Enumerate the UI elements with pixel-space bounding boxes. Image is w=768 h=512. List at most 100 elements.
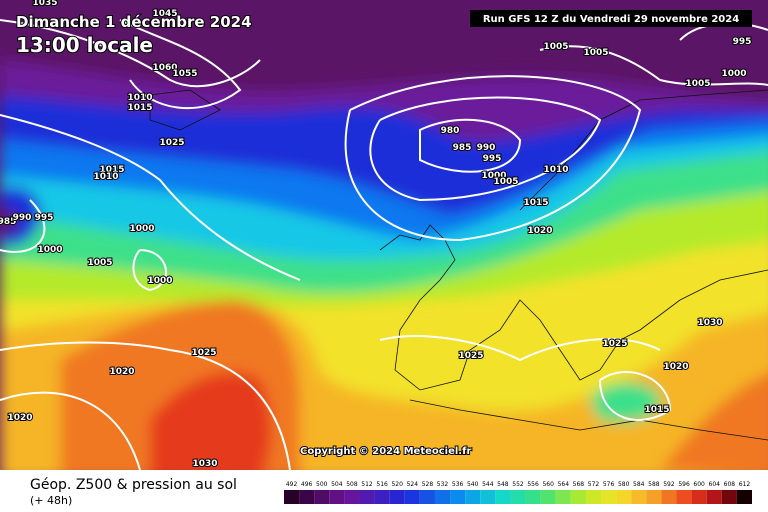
legend-tick-label: 572	[588, 481, 600, 488]
isobar-label: 1000	[481, 171, 506, 181]
isobar-label: 1010	[543, 165, 568, 175]
run-info: Run GFS 12 Z du Vendredi 29 novembre 202…	[483, 14, 739, 25]
legend-swatch	[329, 490, 345, 504]
legend-tick-label: 532	[437, 481, 449, 488]
legend-swatch	[465, 490, 481, 504]
isobar-label: 1010	[127, 93, 152, 103]
legend-tick-label: 564	[558, 481, 570, 488]
legend-swatch	[495, 490, 511, 504]
isobar-label: 1015	[644, 405, 669, 415]
legend-swatch	[525, 490, 541, 504]
legend-swatch	[359, 490, 375, 504]
isobar-label: 1015	[99, 165, 124, 175]
legend-tick-label: 500	[316, 481, 328, 488]
legend-tick-label: 520	[391, 481, 403, 488]
isobar-label: 1000	[37, 245, 62, 255]
isobar-label: 980	[441, 126, 460, 136]
map-field: 1035104510601055101010151025101510109859…	[0, 0, 768, 470]
isobar-label: 1005	[543, 42, 568, 52]
isobar-label: 1000	[721, 69, 746, 79]
legend-tick-label: 600	[693, 481, 705, 488]
isobar-label: 1045	[152, 9, 177, 19]
isobar-label: 1030	[192, 459, 217, 469]
legend-tick-label: 592	[663, 481, 675, 488]
legend-tick-label: 556	[527, 481, 539, 488]
legend-tick-label: 576	[603, 481, 615, 488]
isobar-label: 1005	[685, 79, 710, 89]
isobar-label: 1020	[527, 226, 552, 236]
isobar-label: 1020	[663, 362, 688, 372]
isobar-label: 1025	[159, 138, 184, 148]
legend-tick-label: 508	[346, 481, 358, 488]
legend-tick-label: 560	[542, 481, 554, 488]
isobar-label: 1025	[191, 348, 216, 358]
legend-tick-label: 568	[573, 481, 585, 488]
legend-swatch	[661, 490, 677, 504]
legend-swatch	[570, 490, 586, 504]
legend-swatch	[721, 490, 737, 504]
copyright: Copyright © 2024 Meteociel.fr	[300, 446, 471, 457]
legend-tick-label: 544	[482, 481, 494, 488]
legend-swatch	[404, 490, 420, 504]
legend-tick-label: 608	[724, 481, 736, 488]
isobar-label: 1015	[523, 198, 548, 208]
isobar-label: 1005	[493, 177, 518, 187]
isobar-label: 1000	[147, 276, 172, 286]
isobar-label: 1035	[32, 0, 57, 8]
legend-swatch	[736, 490, 752, 504]
isobar-label: 995	[35, 213, 54, 223]
isobar-label: 985	[453, 143, 472, 153]
local-time: 13:00 locale	[16, 33, 153, 57]
legend-swatch	[299, 490, 315, 504]
legend-swatch	[314, 490, 330, 504]
footer-subtitle: (+ 48h)	[30, 494, 72, 507]
isobar-label: 990	[13, 213, 32, 223]
legend-tick-label: 504	[331, 481, 343, 488]
isobar-label: 1010	[93, 172, 118, 182]
legend-tick-label: 516	[376, 481, 388, 488]
legend-swatch	[480, 490, 496, 504]
legend-tick-label: 612	[739, 481, 751, 488]
legend-swatch	[419, 490, 435, 504]
legend-swatch	[374, 490, 390, 504]
legend-swatch	[540, 490, 556, 504]
isobar-label: 1000	[129, 224, 154, 234]
legend-tick-label: 548	[497, 481, 509, 488]
legend-swatch	[616, 490, 632, 504]
legend-tick-label: 524	[407, 481, 419, 488]
legend-swatch	[601, 490, 617, 504]
legend-tick-label: 536	[452, 481, 464, 488]
isobar-label: 1030	[697, 318, 722, 328]
isobar-label: 995	[733, 37, 752, 47]
legend-swatch	[434, 490, 451, 504]
color-legend: 492 496 500 504 508 512 516 520 524 528 532 536 540 5…	[284, 481, 752, 504]
isobar-label: 1060	[152, 63, 177, 73]
legend-tick-label: 584	[633, 481, 645, 488]
legend-tick-label: 596	[678, 481, 690, 488]
footer-title: Géop. Z500 & pression au sol	[30, 477, 237, 493]
legend-tick-label: 604	[709, 481, 721, 488]
isobar-label: 1020	[109, 367, 134, 377]
isobars	[0, 19, 768, 470]
legend-tick-label: 496	[301, 481, 313, 488]
legend-swatch	[555, 490, 571, 504]
legend-tick-label: 492	[286, 481, 298, 488]
isobar-label: 1020	[7, 413, 32, 423]
legend-swatch	[646, 490, 662, 504]
legend-swatch	[691, 490, 707, 504]
legend-tick-label: 552	[512, 481, 524, 488]
isobar-label: 1025	[602, 339, 627, 349]
legend-swatch	[389, 490, 405, 504]
isobar-label: 1005	[87, 258, 112, 268]
legend-swatch	[284, 490, 300, 504]
legend-swatch	[631, 490, 647, 504]
legend-tick-label: 540	[467, 481, 479, 488]
isobar-label: 990	[477, 143, 496, 153]
isobar-label: 995	[483, 154, 502, 164]
legend-swatch	[510, 490, 526, 504]
legend-tick-label: 580	[618, 481, 630, 488]
date: Dimanche 1 décembre 2024	[16, 13, 252, 31]
legend-swatch	[585, 490, 602, 504]
isobar-label: 1025	[458, 351, 483, 361]
